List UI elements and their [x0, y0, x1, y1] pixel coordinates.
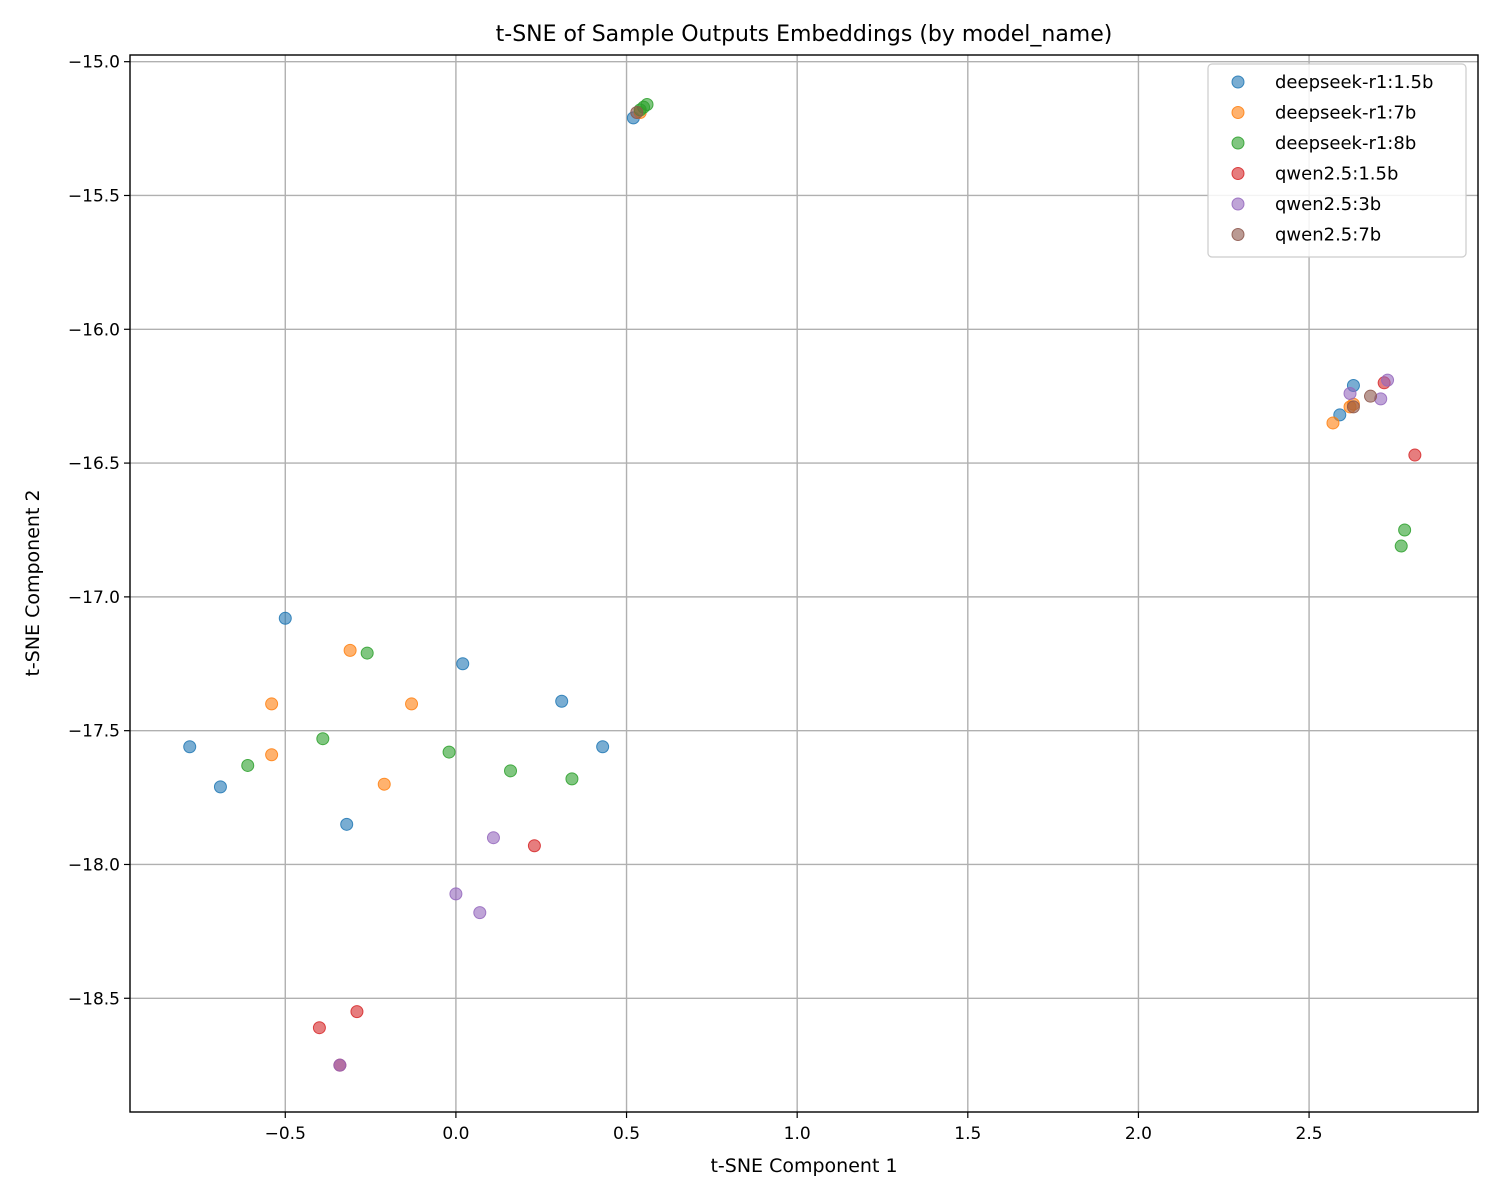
data-point [504, 764, 518, 778]
data-point [377, 777, 391, 791]
data-point [1398, 523, 1412, 537]
data-point [1408, 448, 1422, 462]
y-axis-label: t-SNE Component 2 [22, 489, 44, 676]
data-point [265, 697, 279, 711]
x-tick-label: 1.5 [954, 1124, 981, 1144]
ticks-layer: −0.5 0.0 0.5 1.0 1.5 2.0 2.5 −15.0 −15.5 −16.0 −16… [68, 53, 1323, 1144]
legend-label: qwen2.5:1.5b [1275, 164, 1398, 185]
legend-marker [1231, 106, 1245, 119]
data-point [1326, 416, 1340, 430]
data-point [213, 780, 227, 794]
legend-label: deepseek-r1:1.5b [1275, 72, 1433, 93]
data-point [1364, 389, 1378, 403]
data-point [405, 697, 419, 711]
plot-frame [129, 54, 1479, 1113]
data-point [442, 745, 456, 759]
y-tick-label: −15.0 [68, 53, 120, 73]
legend-marker [1231, 228, 1245, 241]
data-point [1346, 400, 1360, 414]
y-tick-label: −17.5 [68, 722, 120, 742]
data-point [473, 906, 487, 920]
data-point [333, 1058, 347, 1072]
legend-label: deepseek-r1:7b [1275, 103, 1416, 124]
data-point [456, 657, 470, 671]
data-point [350, 1005, 364, 1019]
x-tick-label: 1.0 [784, 1124, 811, 1144]
legend-marker [1231, 75, 1245, 89]
chart-title: t-SNE of Sample Outputs Embeddings (by m… [496, 22, 1113, 47]
data-point [241, 758, 255, 772]
legend-label: qwen2.5:3b [1275, 194, 1381, 215]
y-tick-label: −15.5 [68, 186, 120, 206]
data-point [1381, 373, 1395, 387]
data-point [340, 817, 354, 831]
x-tick-label: 2.5 [1296, 1124, 1323, 1144]
data-point [555, 694, 569, 708]
data-point [360, 646, 374, 660]
data-point [183, 740, 197, 754]
data-point [565, 772, 579, 786]
data-point [316, 732, 330, 746]
data-point [265, 748, 279, 762]
y-tick-label: −17.0 [68, 588, 120, 608]
data-point [449, 887, 463, 901]
legend-marker [1231, 197, 1245, 211]
legend-label: deepseek-r1:8b [1275, 133, 1416, 154]
data-point [630, 106, 644, 120]
x-tick-label: −0.5 [265, 1124, 306, 1144]
data-point [527, 839, 541, 853]
legend: deepseek-r1:1.5b deepseek-r1:7b deepseek-r… [1207, 63, 1467, 258]
data-point [486, 831, 500, 845]
x-tick-label: 2.0 [1125, 1124, 1152, 1144]
data-point [596, 740, 610, 754]
legend-marker [1231, 136, 1245, 150]
data-point [278, 611, 292, 625]
legend-label: qwen2.5:7b [1275, 225, 1381, 246]
x-axis-label: t-SNE Component 1 [710, 1155, 897, 1177]
legend-box [1207, 63, 1467, 258]
y-tick-label: −16.0 [68, 320, 120, 340]
points-layer [183, 98, 1422, 1072]
grid-layer [130, 55, 1478, 1112]
data-point [1394, 539, 1408, 553]
data-point [312, 1021, 326, 1035]
x-tick-label: 0.0 [442, 1124, 469, 1144]
legend-marker [1231, 167, 1245, 180]
data-point [343, 643, 357, 657]
y-tick-label: −18.0 [68, 855, 120, 875]
y-tick-label: −16.5 [68, 454, 120, 474]
data-point [1343, 387, 1357, 401]
x-tick-label: 0.5 [613, 1124, 640, 1144]
y-tick-label: −18.5 [68, 989, 120, 1009]
